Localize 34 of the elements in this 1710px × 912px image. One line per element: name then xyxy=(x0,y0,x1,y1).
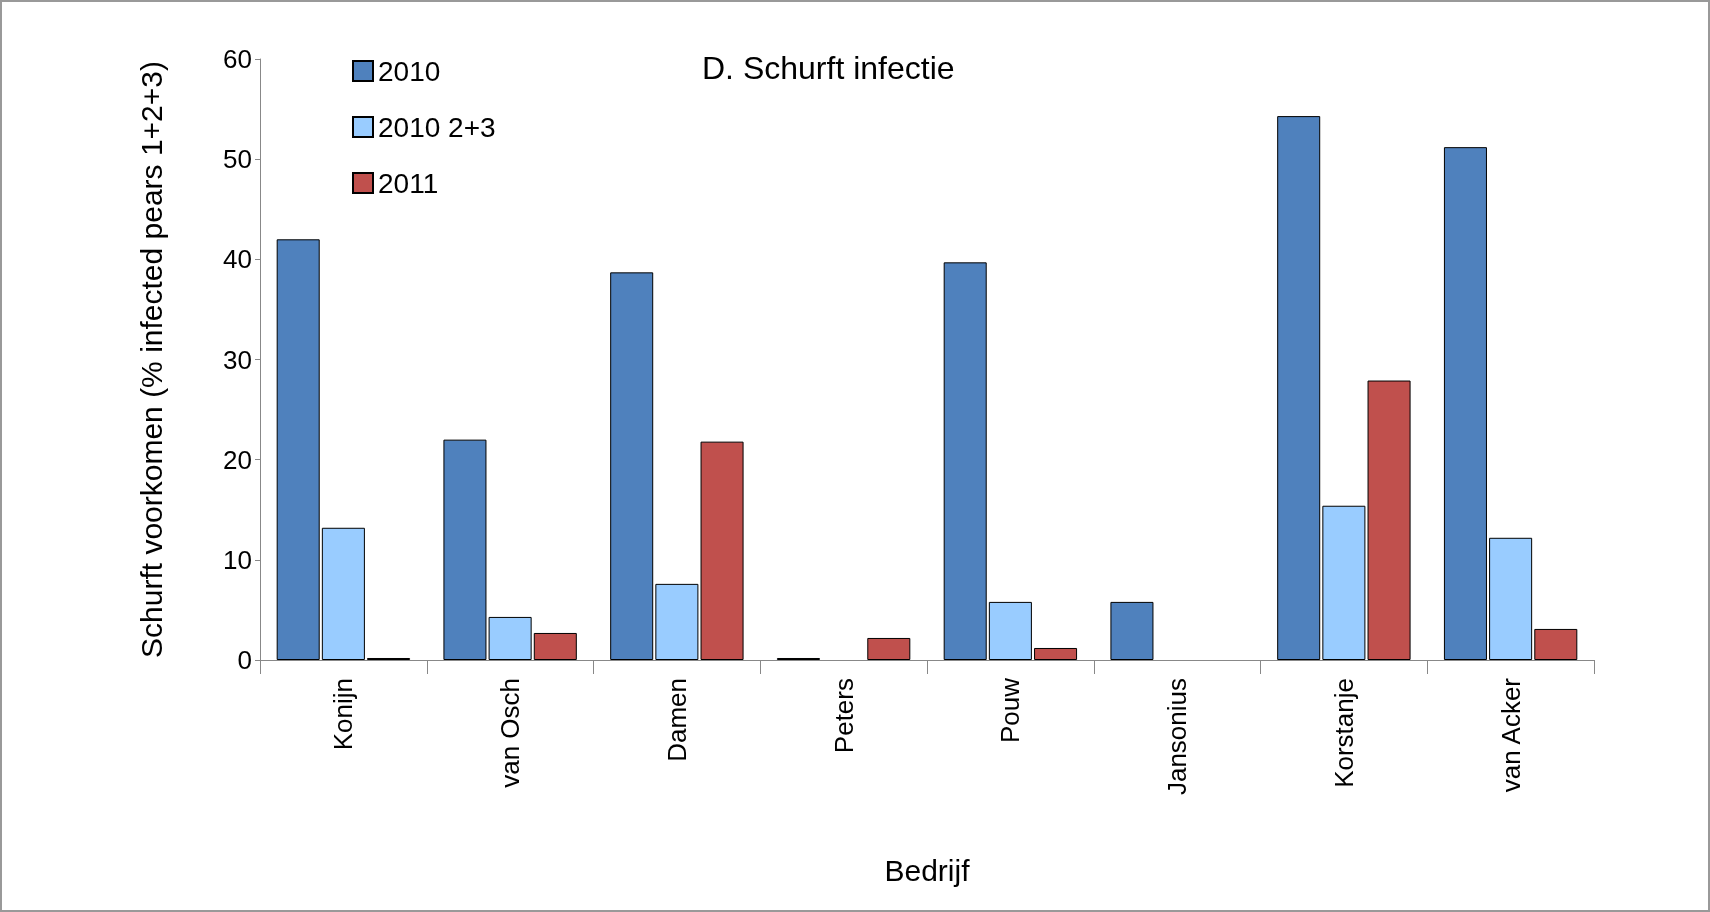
bar xyxy=(1489,537,1533,660)
bar xyxy=(321,527,365,660)
x-tick-label: Korstanje xyxy=(1328,678,1359,788)
bar xyxy=(867,637,911,660)
bar xyxy=(1110,601,1154,660)
y-tick-label: 30 xyxy=(223,344,252,375)
bar xyxy=(276,239,320,660)
x-tick-label: Jansonius xyxy=(1162,678,1193,796)
y-tick-label: 60 xyxy=(223,44,252,74)
y-tick-label: 0 xyxy=(237,645,252,675)
bar xyxy=(943,262,987,660)
x-axis-title: Bedrijf xyxy=(884,853,971,887)
legend-label: 2010 xyxy=(378,55,441,87)
x-tick-label: van Osch xyxy=(495,678,526,788)
y-tick-label: 50 xyxy=(223,144,252,175)
bar xyxy=(1534,628,1578,660)
chart-title: D. Schurft infectie xyxy=(702,50,955,86)
x-tick-label: Pouw xyxy=(995,677,1026,744)
x-tick-label: Konijn xyxy=(328,678,359,751)
x-tick-label: Peters xyxy=(828,678,859,754)
legend-label: 2010 2+3 xyxy=(378,111,496,143)
bar xyxy=(988,601,1032,660)
bar xyxy=(533,632,577,660)
bar xyxy=(1034,647,1078,660)
y-axis-title: Schurft voorkomen (% infected pears 1+2+3) xyxy=(134,61,168,658)
bar xyxy=(1277,116,1321,660)
y-tick-label: 20 xyxy=(223,444,252,475)
x-tick-label: van Acker xyxy=(1495,677,1526,793)
legend-label: 2011 xyxy=(378,167,439,199)
y-tick-label: 40 xyxy=(223,244,252,275)
x-tick-label: Damen xyxy=(661,678,692,762)
bar xyxy=(610,272,654,660)
bar xyxy=(1443,147,1487,660)
y-tick-label: 10 xyxy=(223,544,252,575)
